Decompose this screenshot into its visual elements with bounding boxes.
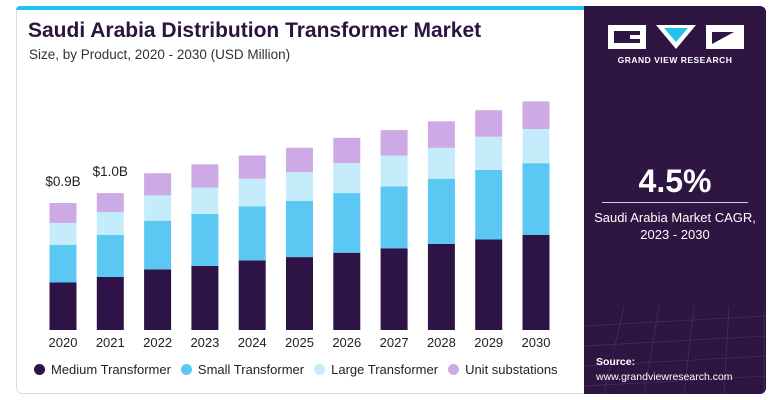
bar-unit-2030 xyxy=(522,101,550,129)
cagr-value: 4.5% xyxy=(638,163,712,199)
bar-unit-2029 xyxy=(475,110,503,137)
source-title: Source: xyxy=(596,356,636,368)
bar-small-2027 xyxy=(380,186,408,249)
bar-small-2020 xyxy=(49,245,77,283)
bar-small-2024 xyxy=(238,206,266,261)
bar-unit-2023 xyxy=(191,164,219,188)
bar-small-2022 xyxy=(144,220,172,270)
bar-unit-2027 xyxy=(380,130,408,156)
legend-swatch-large xyxy=(314,364,326,375)
cagr-label-line2: 2023 - 2030 xyxy=(640,227,710,242)
cagr-label-line1: Saudi Arabia Market CAGR, xyxy=(594,210,756,225)
legend-label-medium: Medium Transformer xyxy=(51,362,171,377)
bar-unit-2028 xyxy=(427,121,455,148)
legend-swatch-small xyxy=(180,364,192,375)
bar-small-2029 xyxy=(475,169,503,240)
bar-small-2025 xyxy=(286,200,313,258)
cagr-label: Saudi Arabia Market CAGR, 2023 - 2030 xyxy=(590,209,760,243)
bar-medium-2022 xyxy=(144,269,172,330)
bar-large-2022 xyxy=(144,195,172,221)
x-tick-label: 2022 xyxy=(143,335,172,350)
x-tick-label: 2020 xyxy=(49,335,78,350)
legend-item-small: Small Transformer xyxy=(180,362,305,377)
bar-medium-2026 xyxy=(333,252,361,330)
chart-legend: Medium Transformer Small Transformer Lar… xyxy=(34,362,568,377)
cagr-divider xyxy=(602,202,748,203)
bar-large-2028 xyxy=(427,147,455,179)
bar-large-2026 xyxy=(333,163,361,193)
source-url: www.grandviewresearch.com xyxy=(596,371,733,383)
bar-large-2025 xyxy=(286,172,313,201)
x-tick-label: 2029 xyxy=(474,335,503,350)
x-tick-label: 2025 xyxy=(285,335,314,350)
bar-large-2020 xyxy=(49,222,77,245)
bar-unit-2024 xyxy=(238,155,266,179)
bar-medium-2024 xyxy=(238,260,266,330)
legend-label-small: Small Transformer xyxy=(197,362,305,377)
bar-medium-2028 xyxy=(427,243,455,330)
x-tick-label: 2023 xyxy=(190,335,219,350)
chart-subtitle: Size, by Product, 2020 - 2030 (USD Milli… xyxy=(29,47,291,62)
legend-item-large: Large Transformer xyxy=(314,362,438,377)
accent-bar xyxy=(16,6,584,10)
legend-swatch-unit xyxy=(448,364,460,375)
bar-medium-2025 xyxy=(286,257,313,330)
x-tick-label: 2027 xyxy=(380,335,409,350)
legend-label-large: Large Transformer xyxy=(331,362,439,377)
bar-medium-2029 xyxy=(475,239,503,330)
bar-large-2024 xyxy=(238,178,266,207)
grand-view-research-logo-icon xyxy=(608,25,744,49)
x-tick-label: 2021 xyxy=(96,335,125,350)
bar-medium-2020 xyxy=(49,282,77,330)
x-tick-label: 2024 xyxy=(238,335,267,350)
legend-label-unit: Unit substations xyxy=(465,362,558,377)
bar-total-label: $0.9B xyxy=(45,174,80,189)
x-tick-label: 2030 xyxy=(522,335,551,350)
bar-medium-2030 xyxy=(522,235,550,330)
bar-large-2021 xyxy=(96,211,124,235)
stacked-bar-chart: 2020 $0.9B 2021 $1.0B 2022 2023 2024 2025 2026 20… xyxy=(45,101,551,350)
bar-unit-2020 xyxy=(49,203,77,223)
bar-small-2026 xyxy=(333,193,361,253)
summary-panel: GRAND VIEW RESEARCH 4.5% Saudi Arabia Ma… xyxy=(584,6,766,394)
bar-medium-2027 xyxy=(380,248,408,330)
bar-large-2023 xyxy=(191,187,219,214)
bar-small-2021 xyxy=(96,235,124,277)
bar-unit-2025 xyxy=(286,147,313,173)
brand-name: GRAND VIEW RESEARCH xyxy=(617,55,733,65)
bar-large-2030 xyxy=(522,129,550,164)
bar-small-2023 xyxy=(191,214,219,266)
bar-large-2027 xyxy=(380,155,408,187)
bar-large-2029 xyxy=(475,136,503,170)
bar-unit-2022 xyxy=(144,173,172,196)
legend-swatch-medium xyxy=(34,364,45,375)
legend-item-medium: Medium Transformer xyxy=(34,362,171,377)
bar-unit-2026 xyxy=(333,137,361,164)
chart-title: Saudi Arabia Distribution Transformer Ma… xyxy=(28,19,482,42)
bar-unit-2021 xyxy=(96,193,124,212)
bar-medium-2021 xyxy=(96,277,124,330)
legend-item-unit: Unit substations xyxy=(448,362,558,377)
bar-small-2030 xyxy=(522,163,550,235)
bar-small-2028 xyxy=(427,178,455,244)
x-tick-label: 2028 xyxy=(427,335,456,350)
decorative-grid xyxy=(584,306,766,394)
x-tick-label: 2026 xyxy=(332,335,361,350)
bar-medium-2023 xyxy=(191,265,219,330)
bar-total-label: $1.0B xyxy=(93,164,128,179)
